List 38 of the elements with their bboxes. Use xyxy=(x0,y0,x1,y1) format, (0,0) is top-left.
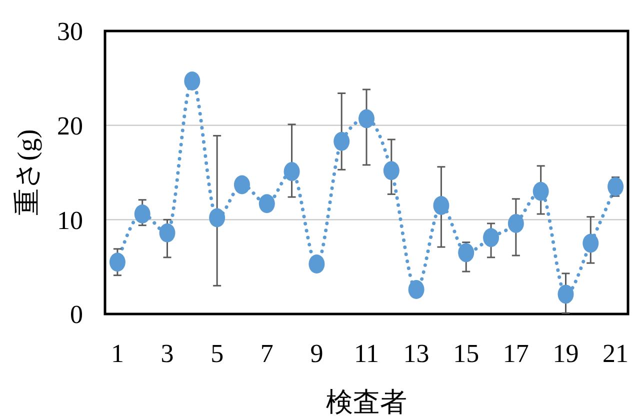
point xyxy=(433,196,450,216)
point xyxy=(508,214,524,233)
x-tick-label: 11 xyxy=(354,339,380,368)
x-tick-label: 1 xyxy=(110,339,124,368)
point xyxy=(134,204,150,224)
y-axis-title: 重さ(g) xyxy=(12,129,42,216)
point xyxy=(608,177,624,196)
point xyxy=(558,284,574,304)
x-tick-label: 5 xyxy=(210,339,224,368)
point xyxy=(358,109,374,128)
point xyxy=(582,234,599,253)
point xyxy=(209,208,226,228)
x-tick-label: 21 xyxy=(602,339,629,368)
point xyxy=(408,280,424,299)
point xyxy=(184,71,200,90)
x-tick-label: 9 xyxy=(310,339,324,368)
x-axis-title: 検査者 xyxy=(326,387,407,417)
point xyxy=(334,132,350,151)
point xyxy=(383,161,400,180)
point xyxy=(532,182,549,201)
x-tick-label: 19 xyxy=(552,339,579,368)
point xyxy=(483,228,500,248)
y-tick-label: 0 xyxy=(70,300,83,330)
x-tick-label: 7 xyxy=(260,339,274,368)
point xyxy=(109,252,126,272)
point xyxy=(159,223,176,242)
y-tick-label: 20 xyxy=(57,111,83,140)
x-tick-label: 3 xyxy=(160,339,174,368)
y-tick-label: 10 xyxy=(57,206,83,235)
y-tick-label: 30 xyxy=(57,17,83,46)
x-tick-label: 15 xyxy=(453,339,480,368)
point xyxy=(284,162,300,182)
point xyxy=(308,254,325,274)
x-tick-label: 13 xyxy=(403,339,430,368)
point xyxy=(458,243,474,262)
x-tick-label: 17 xyxy=(502,339,529,368)
point xyxy=(258,194,275,214)
point xyxy=(234,175,250,194)
